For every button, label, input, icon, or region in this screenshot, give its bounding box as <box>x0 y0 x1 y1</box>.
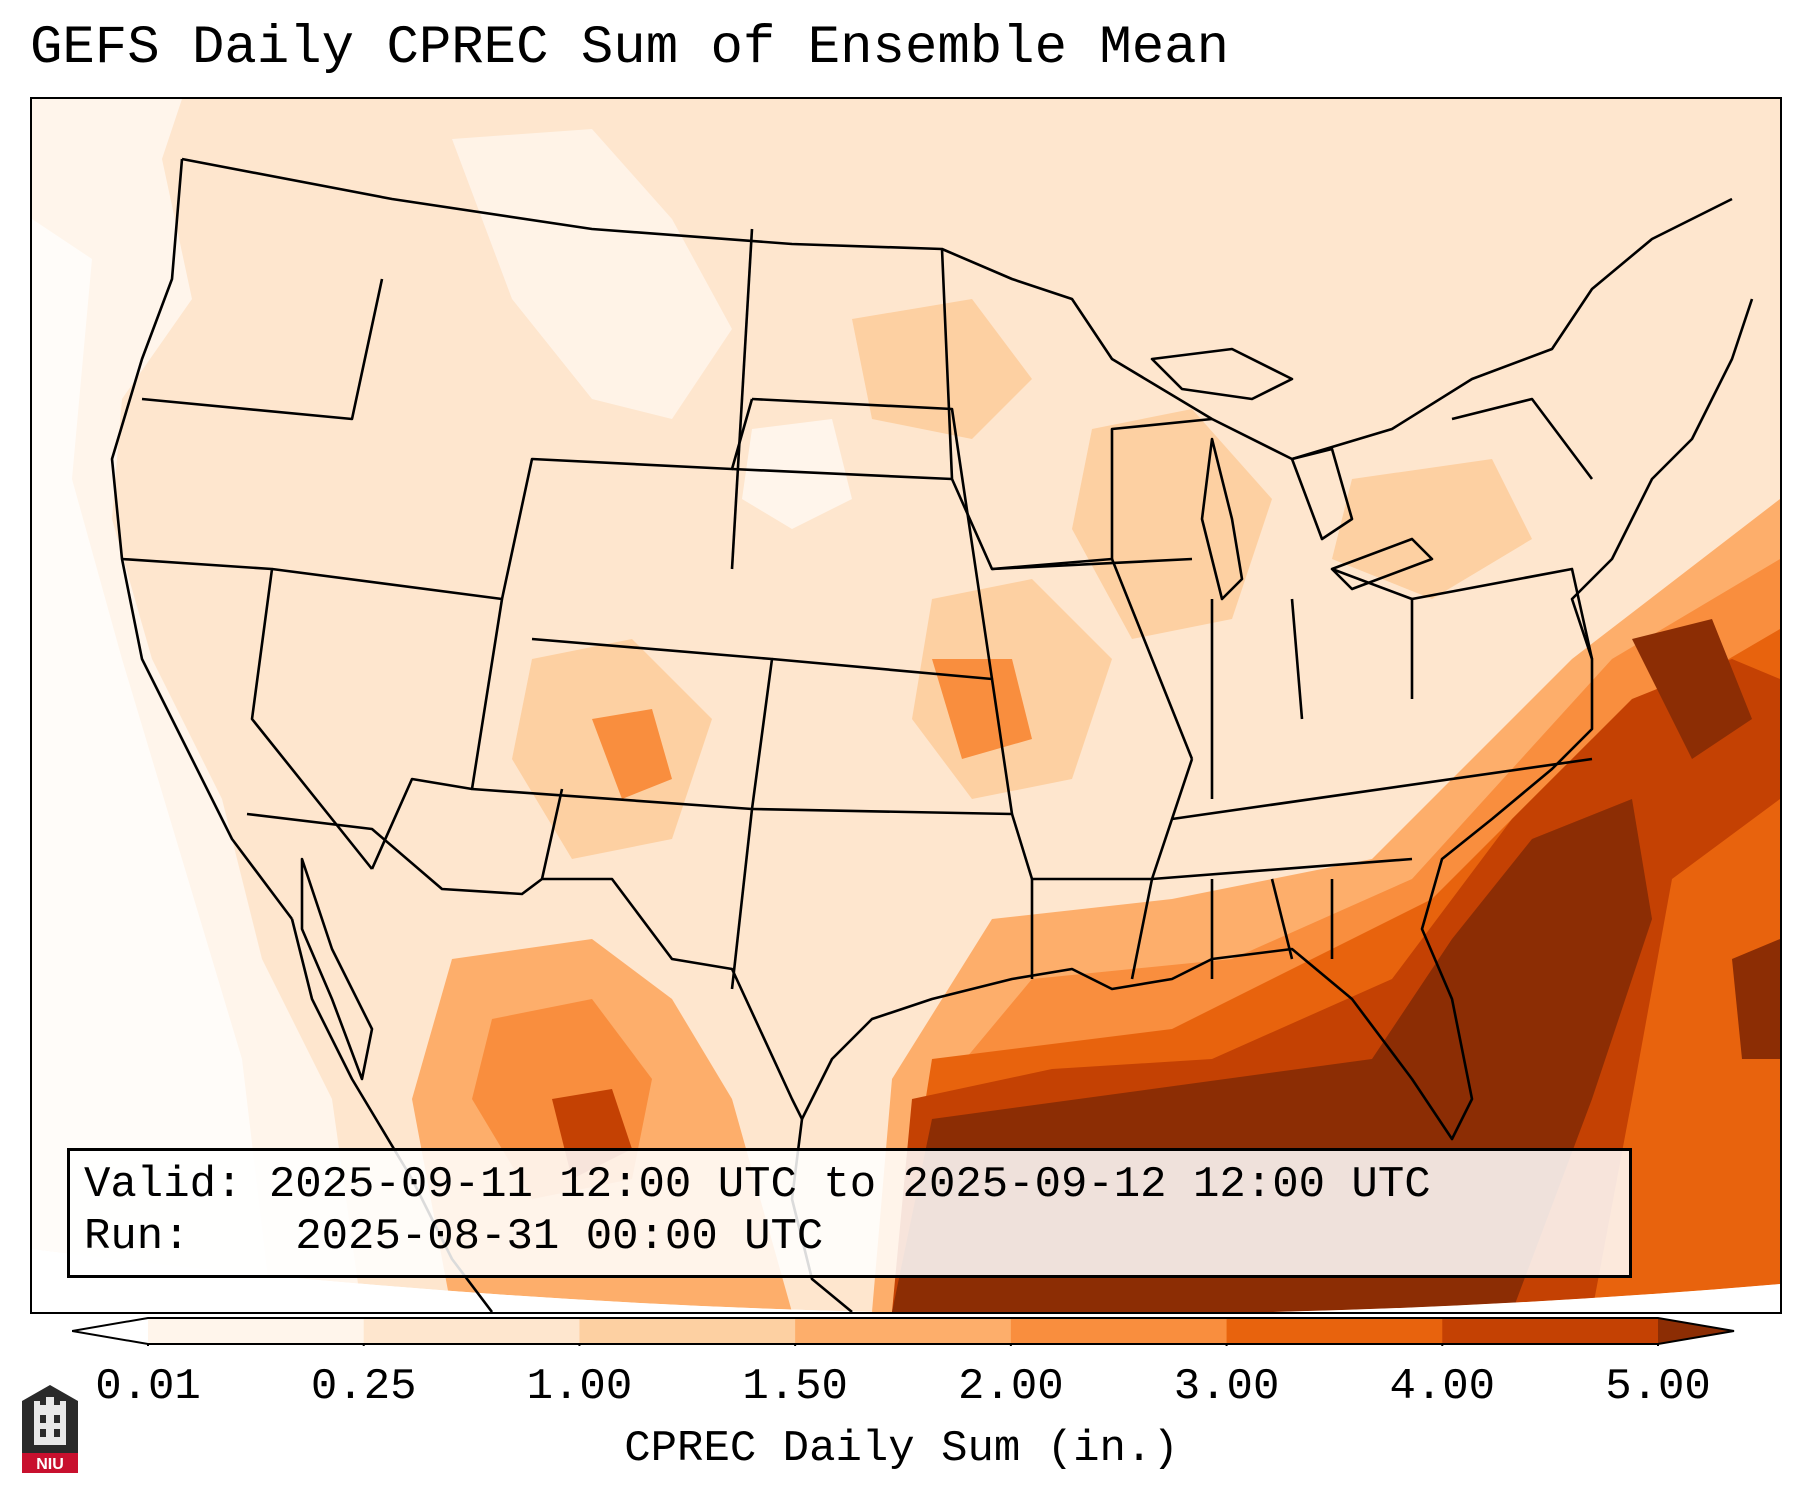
logo-building <box>34 1409 66 1445</box>
precip-pacific-white <box>32 219 272 1312</box>
state-line-az-nm <box>540 788 564 880</box>
precip-north-central <box>852 299 1032 439</box>
lake-superior <box>1150 347 1294 401</box>
border-us-mexico <box>246 812 804 1120</box>
colorbar-tick-label: 5.00 <box>1605 1362 1711 1412</box>
colorbar-ticks <box>147 1344 1659 1346</box>
colorbar-segment <box>795 1318 1012 1344</box>
colorbar-segment <box>579 1318 796 1344</box>
map-svg <box>32 99 1780 1312</box>
colorbar <box>72 1317 1735 1346</box>
precip-field <box>32 99 1780 1312</box>
border-us-canada <box>181 157 1733 461</box>
run-info-box: Valid: 2025-09-11 12:00 UTC to 2025-09-1… <box>67 1148 1632 1278</box>
colorbar-label: CPREC Daily Sum (in.) <box>624 1424 1179 1474</box>
valid-value: 2025-09-11 12:00 UTC to 2025-09-12 12:00… <box>268 1160 1431 1210</box>
logo-text: NIU <box>36 1456 64 1473</box>
colorbar-segment <box>1010 1318 1228 1344</box>
precip-kansas-orange <box>932 659 1032 759</box>
precip-northeast <box>1332 459 1532 599</box>
lake-huron <box>1290 447 1354 541</box>
precip-north-light <box>452 129 732 419</box>
state-line-in-oh <box>1290 598 1304 720</box>
precip-nm-orange <box>592 709 672 799</box>
state-line-wa-or <box>141 278 384 421</box>
state-line-new-england <box>1451 397 1594 480</box>
run-label: Run: <box>84 1212 190 1262</box>
colorbar-tick-label: 3.00 <box>1173 1362 1280 1412</box>
state-line-pa <box>1411 567 1594 660</box>
baja <box>300 857 374 1081</box>
colorbar-under-triangle <box>72 1318 148 1344</box>
colorbar-over-triangle <box>1658 1318 1734 1344</box>
precip-plains-light <box>742 419 852 529</box>
logo-band <box>22 1453 78 1473</box>
precip-atlantic-max <box>1632 619 1752 759</box>
precip-atlantic-max-2 <box>1732 939 1780 1059</box>
colorbar-tick-label: 4.00 <box>1389 1362 1496 1412</box>
state-line-nm-tx <box>730 808 754 990</box>
state-line-sd-ne <box>751 397 994 680</box>
colorbar-segment <box>1226 1318 1443 1344</box>
state-line-tn-nc <box>1171 757 1593 821</box>
state-line-az <box>370 777 473 870</box>
state-line-south <box>1032 857 1413 881</box>
state-line-ia <box>991 557 1193 571</box>
state-line-gulf-states <box>1210 878 1334 979</box>
state-line-oh-pa <box>1331 567 1414 699</box>
out-of-domain <box>32 1249 1780 1312</box>
colorbar-tick-label: 1.50 <box>742 1362 848 1412</box>
state-line-sd-ne-2 <box>731 467 953 481</box>
colorbar-segment <box>1442 1318 1659 1344</box>
run-value: 2025-08-31 00:00 UTC <box>295 1212 824 1262</box>
state-line-wi <box>1110 417 1213 559</box>
precipitation-map[interactable] <box>30 97 1782 1314</box>
colorbar-tick-label: 2.00 <box>958 1362 1064 1412</box>
state-line-mt-nd <box>730 228 754 570</box>
map-title: GEFS Daily CPREC Sum of Ensemble Mean <box>30 18 1229 79</box>
colorbar-segment <box>148 1318 365 1344</box>
colorbar-tick-label: 1.00 <box>526 1362 633 1412</box>
colorbar-tick-label: 0.01 <box>95 1362 201 1412</box>
logo-towers <box>34 1397 66 1409</box>
lake-michigan <box>1200 437 1244 601</box>
colorbar-segment <box>363 1318 580 1344</box>
valid-label: Valid: <box>84 1160 243 1210</box>
colorbar-tick-label: 0.25 <box>310 1362 417 1412</box>
state-line-mn-ia-mo <box>940 248 1194 760</box>
niu-logo: NIU <box>22 1385 78 1473</box>
lake-erie <box>1330 537 1434 591</box>
colorbar-segments <box>148 1318 1659 1344</box>
state-line-or-ca-nv <box>121 557 374 870</box>
coast-gulf-atlantic <box>800 298 1754 1141</box>
state-line-ok-tx <box>751 807 1034 979</box>
